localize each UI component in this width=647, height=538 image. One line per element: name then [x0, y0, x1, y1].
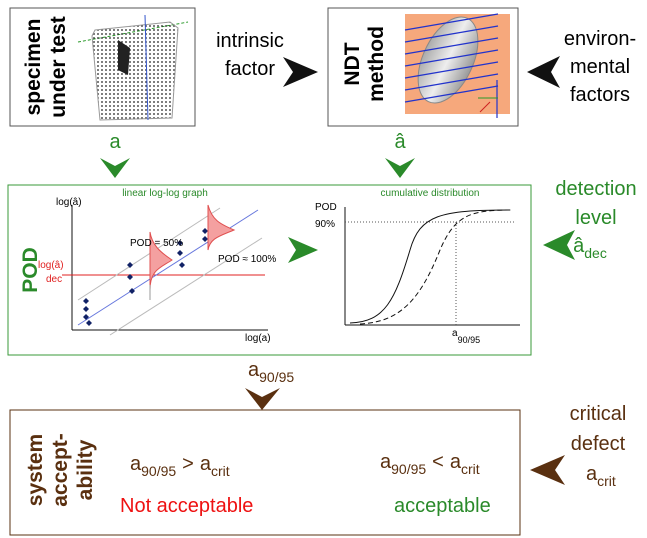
graph-title: linear log-log graph	[122, 188, 208, 199]
threshold-label: log(â)	[38, 260, 64, 271]
level-label: 90%	[315, 219, 335, 230]
environmental-label: mental	[570, 56, 630, 78]
arrow	[245, 388, 280, 410]
acceptability-label: system	[24, 434, 47, 506]
text-part: 90/95	[458, 335, 481, 345]
fail-verdict: Not acceptable	[120, 495, 253, 517]
detection-symbol: âdec	[573, 235, 607, 261]
annotation: POD ≈ 100%	[218, 254, 276, 265]
ndt-label: NDT	[341, 42, 364, 85]
text-part: >	[182, 453, 194, 475]
environmental-label: factors	[570, 84, 630, 106]
specimen-label: specimen	[22, 19, 45, 116]
graph-title: cumulative distribution	[381, 188, 480, 199]
arrow	[530, 455, 565, 485]
text-part: log(â)	[38, 260, 64, 271]
arrow	[100, 158, 130, 178]
text-part: <	[432, 451, 444, 473]
acceptability-label: accept-	[49, 433, 72, 507]
arrow	[527, 56, 560, 88]
threshold-sub: dec	[46, 274, 62, 285]
environmental-label: environ-	[564, 28, 636, 50]
axis-label: POD	[315, 202, 337, 213]
annotation: POD = 50%	[130, 238, 183, 249]
critical-label: critical	[570, 403, 627, 425]
text-part: crit	[597, 473, 616, 489]
acceptability-label: ability	[74, 439, 97, 500]
text-part: 90/95	[141, 463, 176, 479]
input-a-hat: â	[394, 131, 406, 153]
text-part: crit	[461, 461, 480, 477]
diagram: specimen under test intrinsic factor NDT…	[0, 0, 647, 538]
arrow	[543, 230, 575, 260]
text-part: 90/95	[259, 369, 294, 385]
detection-label: detection	[555, 178, 636, 200]
text-part: 90/95	[391, 461, 426, 477]
shape	[92, 22, 178, 120]
critical-symbol: acrit	[586, 463, 616, 489]
ndt-image	[405, 8, 510, 118]
intrinsic-label: intrinsic	[216, 30, 284, 52]
detection-label: level	[575, 207, 616, 229]
input-a: a	[109, 131, 121, 153]
specimen-label: under test	[47, 16, 70, 118]
ndt-label: method	[365, 26, 388, 102]
intrinsic-label: factor	[225, 58, 275, 80]
critical-label: defect	[571, 433, 626, 455]
text-part: dec	[584, 245, 607, 261]
output-label: a90/95	[248, 359, 294, 385]
arrow	[283, 57, 318, 87]
axis-label: log(â)	[56, 197, 82, 208]
axis-label: log(a)	[245, 333, 271, 344]
pass-verdict: acceptable	[394, 495, 491, 517]
arrow	[385, 158, 415, 178]
text-part: crit	[211, 463, 230, 479]
